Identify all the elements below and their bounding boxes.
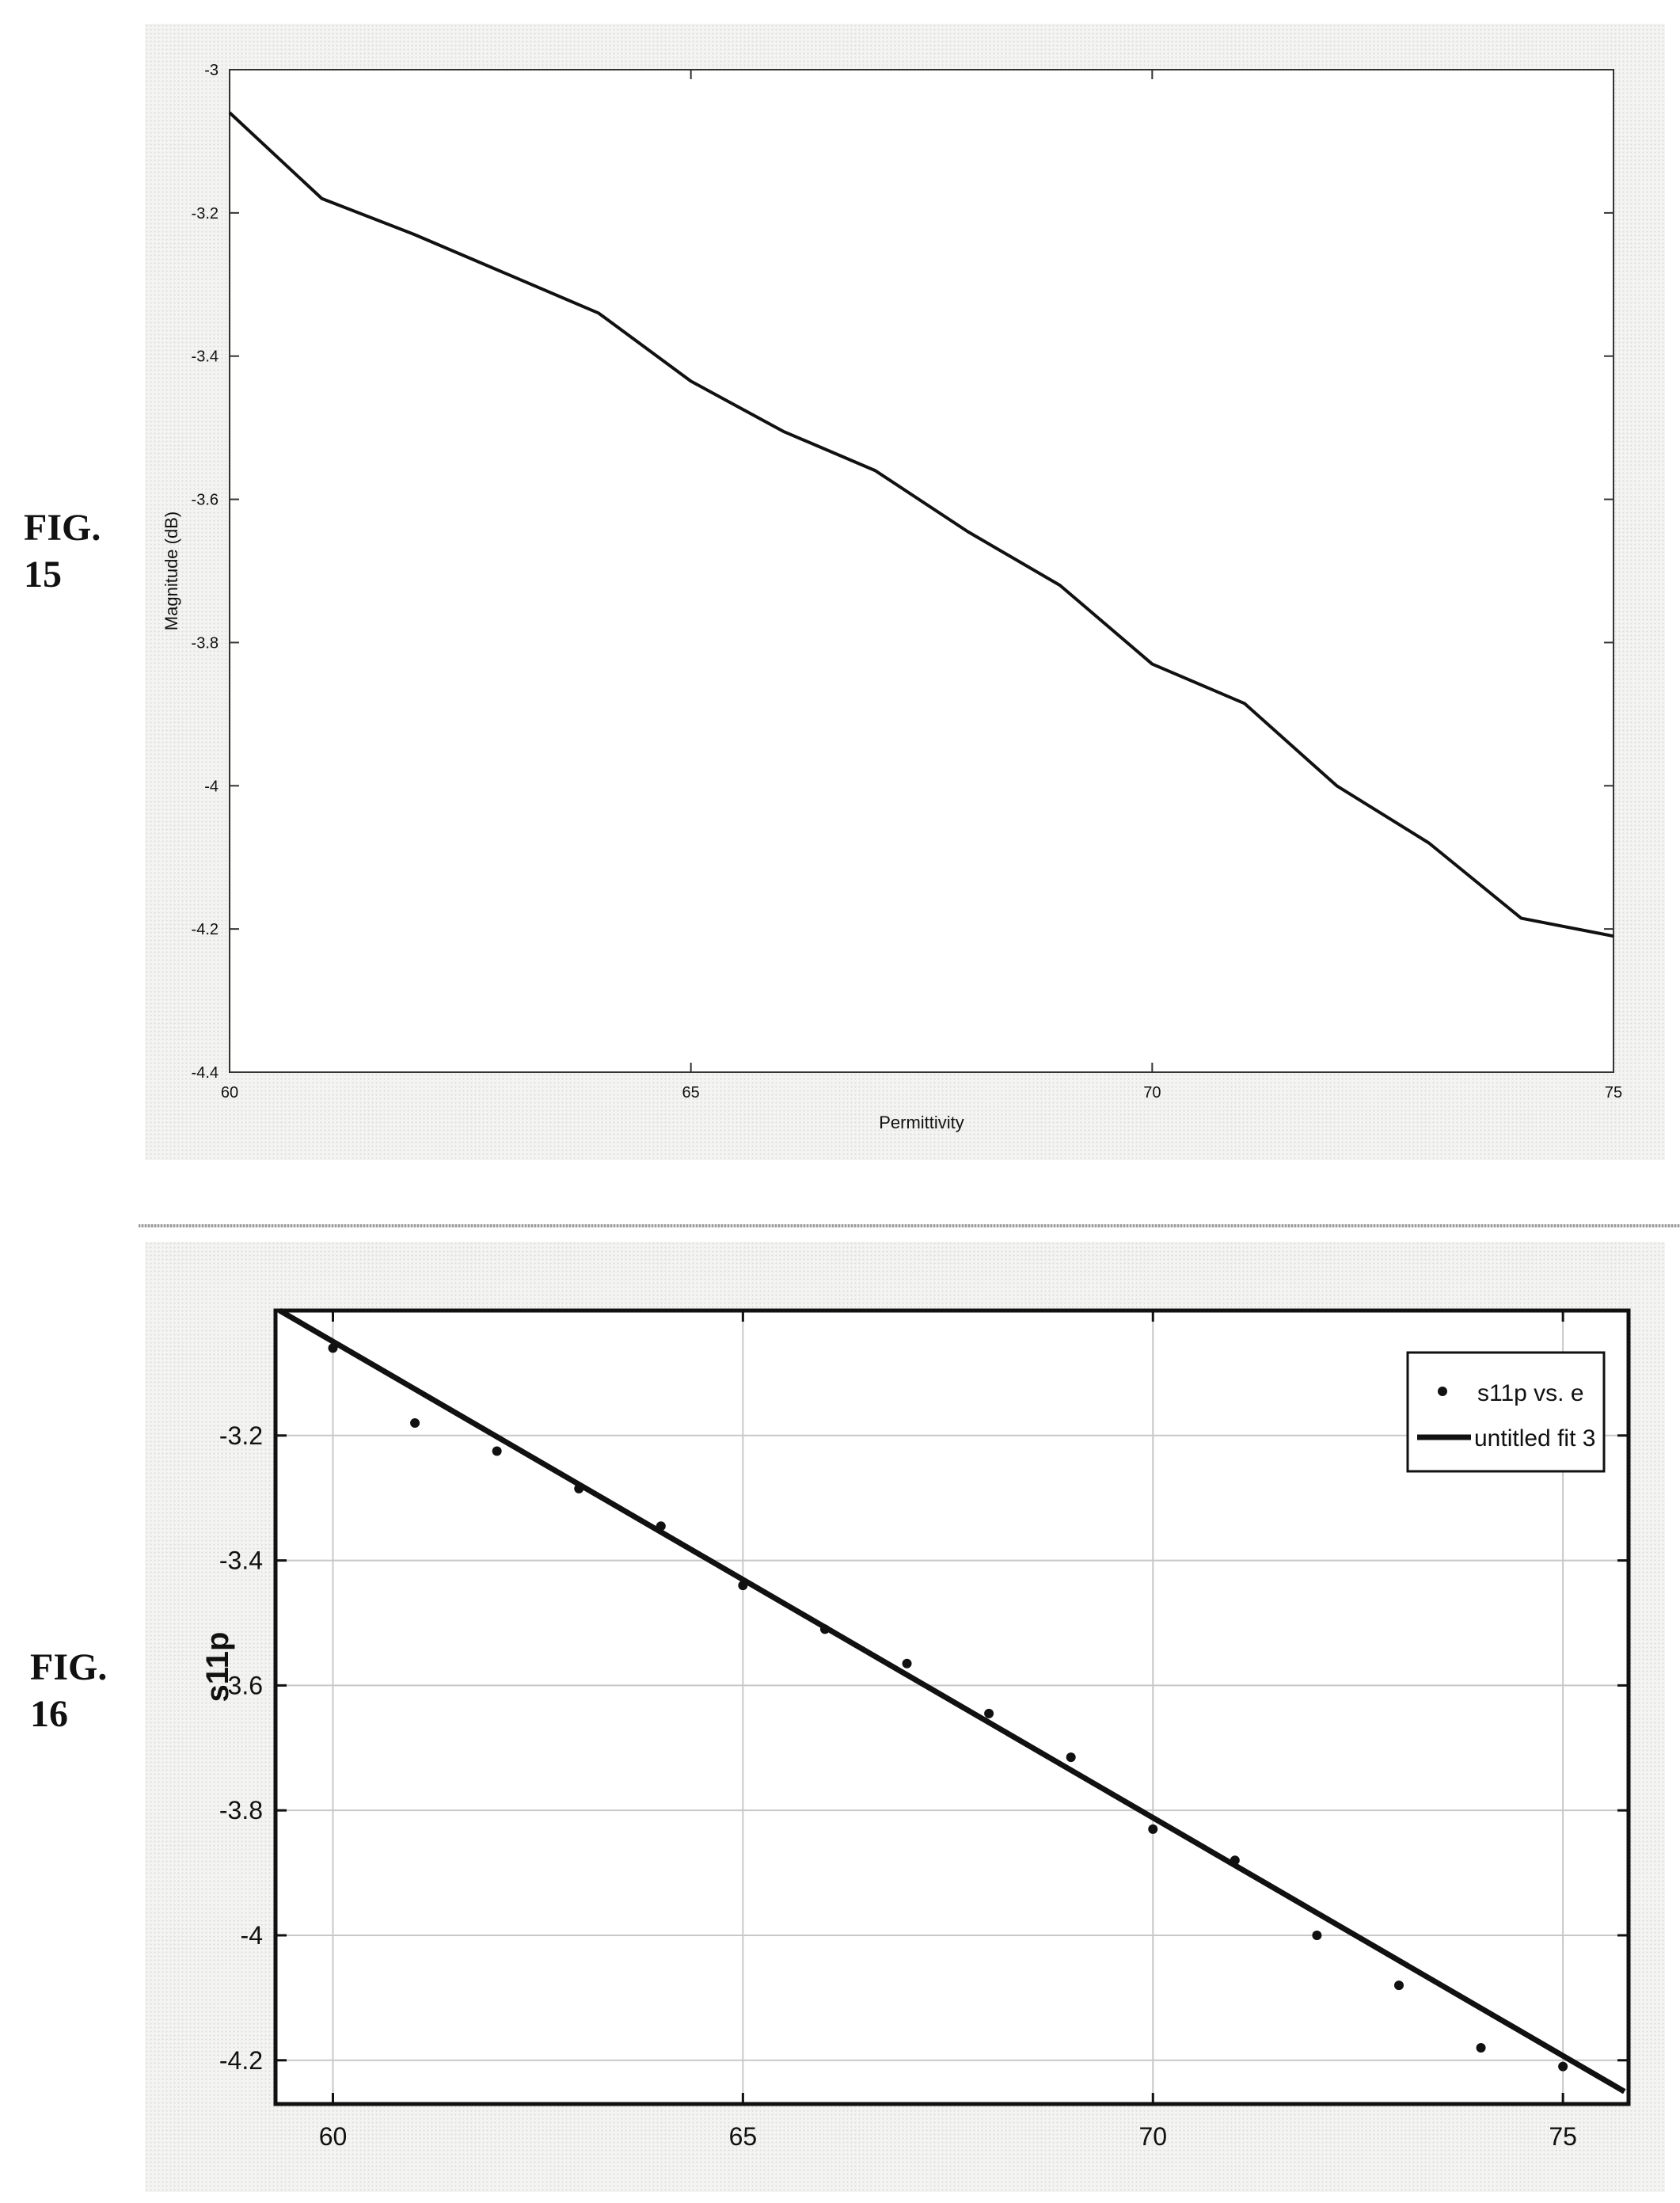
fig15-ytick-label: -3.8 [192, 634, 219, 652]
fig16-data-point [328, 1343, 338, 1353]
fig15-ticks [229, 69, 1614, 1073]
fig15-xtick-label: 70 [1143, 1084, 1161, 1102]
figure-16-label-number: 16 [30, 1692, 68, 1735]
fig16-points [328, 1343, 1568, 2072]
fig16-ticks [276, 1311, 1629, 2104]
fig15-y-axis-label: Magnitude (dB) [162, 512, 181, 630]
fig16-data-point [1476, 2042, 1486, 2053]
fig16-fit-line [278, 1307, 1626, 2095]
fig16-data-point [1558, 2061, 1568, 2072]
figure-15-label: FIG. 15 [24, 505, 101, 598]
fig15-xtick-labels: 60 65 70 75 [221, 1084, 1622, 1102]
fig16-data-point [819, 1624, 830, 1634]
fig16-y-axis-label: s11p [200, 1632, 235, 1703]
fig16-plot-frame [273, 1308, 1631, 2106]
fig16-data-point [738, 1581, 748, 1591]
fig15-data-line [228, 111, 1614, 938]
fig16-data-point [492, 1446, 502, 1456]
fig16-data-point [656, 1521, 666, 1531]
legend-entry-points: s11p vs. e [1477, 1380, 1584, 1406]
fig16-ytick-labels: -3.2 -3.4 -3.6 -3.8 -4 -4.2 [219, 1421, 263, 2075]
fig15-xtick-label: 60 [221, 1084, 238, 1102]
fig16-xtick-label: 60 [319, 2122, 348, 2151]
legend-point-marker [1438, 1387, 1447, 1396]
fig15-ytick-label: -3 [204, 62, 219, 79]
fig15-ytick-label: -3.4 [192, 348, 219, 366]
fig16-data-point [574, 1483, 584, 1493]
fig16-xtick-label: 70 [1138, 2122, 1167, 2151]
fig16-data-point [410, 1418, 420, 1429]
fig15-ytick-label: -3.2 [192, 205, 219, 223]
fig16-data-point [902, 1658, 912, 1668]
figure-15-label-prefix: FIG. [24, 507, 101, 549]
legend-entry-fit: untitled fit 3 [1474, 1425, 1595, 1452]
fig16-data-point [1393, 1980, 1404, 1991]
fig16-ytick-label: -3.6 [219, 1671, 263, 1699]
fig15-ytick-label: -4 [204, 778, 219, 795]
fig16-xtick-label: 75 [1549, 2122, 1577, 2151]
fig15-ytick-label: -4.4 [192, 1064, 219, 1082]
fig15-x-axis-label: Permittivity [879, 1113, 964, 1132]
fig15-ytick-label: -4.2 [192, 921, 219, 938]
fig16-ytick-label: -3.8 [219, 1796, 263, 1824]
fig16-legend-box [1406, 1351, 1606, 1473]
fig16-data-point [1312, 1930, 1322, 1940]
figure-divider [139, 1224, 1680, 1227]
fig16-xtick-labels: 60 65 70 75 [319, 2122, 1577, 2151]
fig16-data-point [984, 1708, 994, 1718]
fig15-ytick-label: -3.6 [192, 492, 219, 509]
figure-16-label-prefix: FIG. [30, 1646, 108, 1688]
fig16-ytick-label: -4.2 [219, 2046, 263, 2075]
fig15-ytick-labels: -3 -3.2 -3.4 -3.6 -3.8 -4 -4.2 -4.4 [192, 62, 219, 1082]
fig15-plot-frame [229, 69, 1614, 1073]
fig16-plot-background [276, 1311, 1629, 2104]
fig16-ytick-label: -4 [241, 1921, 263, 1950]
figure-15-label-number: 15 [24, 553, 62, 595]
fig16-ytick-label: -3.2 [219, 1421, 263, 1450]
fig16-data-point [1230, 1855, 1240, 1866]
fig16-legend: s11p vs. e untitled fit 3 [1406, 1351, 1606, 1473]
fig16-xtick-label: 65 [729, 2122, 758, 2151]
fig16-data-point [1066, 1752, 1076, 1763]
fig15-xtick-label: 65 [682, 1084, 700, 1102]
fig16-data-point [1148, 1824, 1158, 1834]
figure-16-label: FIG. 16 [30, 1645, 107, 1737]
fig16-ytick-label: -3.4 [219, 1547, 263, 1575]
fig15-xtick-label: 75 [1605, 1084, 1622, 1102]
